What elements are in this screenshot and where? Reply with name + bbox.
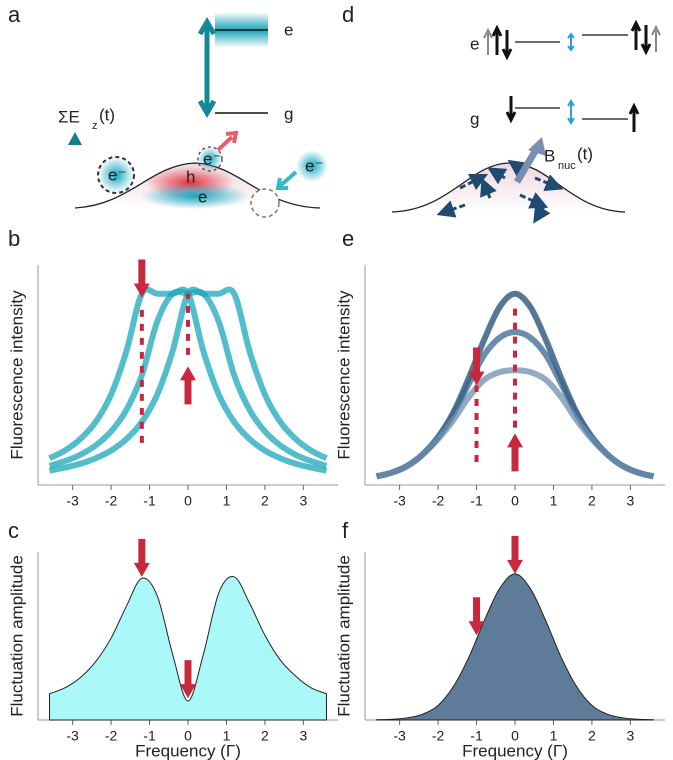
x-tick-label: 2 (588, 728, 596, 744)
spin-arrow (640, 25, 652, 56)
splitting-arrow (567, 99, 575, 125)
capture-arrow (275, 170, 298, 190)
field-subscript: z (92, 120, 98, 132)
arrow (507, 433, 523, 472)
electron-cloud (140, 183, 250, 209)
diagram-d: e g B nuc (t) (391, 19, 661, 224)
area (49, 576, 327, 721)
field-arrow-head (68, 132, 82, 145)
level-label: e (470, 34, 479, 53)
chart: -3 -2 -1 0 1 2 3 Fluctuation amplitude Frequency… (7, 538, 338, 760)
spin-arrow (628, 102, 640, 132)
x-tick-label: -1 (470, 493, 483, 509)
x-tick-label: 1 (550, 728, 558, 744)
spin-arrow (491, 24, 503, 55)
spin-arrow (651, 24, 661, 52)
x-tick-label: -2 (105, 728, 118, 744)
arrow (468, 347, 485, 386)
x-tick-label: 0 (511, 728, 519, 744)
x-tick-label: 0 (184, 728, 192, 744)
x-tick-label: 2 (261, 728, 269, 744)
arrow (507, 535, 523, 574)
area (376, 573, 654, 721)
carrier-label: h (186, 167, 195, 186)
x-tick-label: -2 (432, 728, 445, 744)
nuclear-spins (436, 159, 564, 224)
splitting-arrow (567, 32, 575, 52)
y-axis-label: Fluorescence intensity (334, 290, 353, 460)
x-tick-label: -3 (66, 493, 79, 509)
x-tick-label: -3 (393, 493, 406, 509)
electron (197, 146, 223, 172)
electron-label: e⁻ (203, 149, 221, 168)
level-label: e (284, 20, 293, 39)
y-axis-label: Fluorescence intensity (7, 290, 26, 460)
panel-label: b (8, 226, 20, 251)
x-tick-label: 2 (588, 493, 596, 509)
chart: -3 -2 -1 0 1 2 3 Fluorescence intensity (334, 265, 665, 509)
x-tick-label: -2 (105, 493, 118, 509)
panel-label: c (8, 518, 19, 543)
x-tick-label: 2 (261, 493, 269, 509)
x-tick-label: -1 (470, 728, 483, 744)
diagram-a: e g h e e⁻ e⁻ e⁻ ΣE z (t) (58, 12, 328, 218)
level-label: g (470, 109, 479, 128)
electron (296, 150, 328, 182)
empty-site (250, 188, 280, 218)
field-arrow-head (528, 137, 546, 156)
x-tick-label: 3 (299, 493, 307, 509)
arrow (133, 259, 150, 298)
x-tick-label: 1 (223, 728, 231, 744)
arrow (133, 538, 150, 577)
level-label: g (284, 104, 293, 123)
panel-label: f (342, 518, 349, 543)
spin-arrow (483, 27, 493, 55)
spin-arrow (630, 19, 642, 50)
x-tick-label: 3 (626, 728, 634, 744)
x-axis-label: Frequency (Γ) (135, 741, 241, 760)
escape-arrow (216, 130, 239, 152)
field-subscript: nuc (558, 160, 576, 172)
electron (97, 156, 135, 194)
arrow (468, 597, 485, 636)
field-label: B (544, 146, 555, 165)
x-axis-label: Frequency (Γ) (462, 741, 568, 760)
panel-label: a (8, 2, 21, 27)
x-tick-label: 1 (223, 493, 231, 509)
dot-shape (392, 163, 625, 212)
x-tick-label: -1 (143, 728, 156, 744)
panel-label: d (342, 2, 354, 27)
y-axis-label: Fluctuation amplitude (7, 555, 26, 717)
x-tick-label: -2 (432, 493, 445, 509)
electron-label: e⁻ (108, 165, 126, 184)
x-tick-label: 3 (299, 728, 307, 744)
chart: -3 -2 -1 0 1 2 3 Fluctuation amplitude Frequency… (334, 535, 665, 760)
x-tick-label: -3 (66, 728, 79, 744)
x-tick-label: 0 (511, 493, 519, 509)
transition-arrow (197, 17, 217, 118)
field-label: ΣE (58, 107, 80, 126)
panel-label: e (342, 226, 354, 251)
spin-arrow (505, 96, 517, 124)
x-tick-label: 0 (184, 493, 192, 509)
y-axis-label: Fluctuation amplitude (334, 555, 353, 717)
spin-arrow (501, 30, 513, 61)
x-tick-label: -3 (393, 728, 406, 744)
chart: -3 -2 -1 0 1 2 3 Fluorescence intensity (7, 259, 338, 509)
x-tick-label: 3 (626, 493, 634, 509)
x-tick-label: -1 (143, 493, 156, 509)
arrow (180, 660, 196, 699)
arrow (180, 366, 196, 405)
x-tick-label: 1 (550, 493, 558, 509)
field-arrow (513, 146, 541, 184)
field-argument: (t) (577, 144, 593, 163)
carrier-label: e (198, 187, 207, 206)
field-argument: (t) (99, 105, 115, 124)
electron-label: e⁻ (305, 156, 323, 175)
